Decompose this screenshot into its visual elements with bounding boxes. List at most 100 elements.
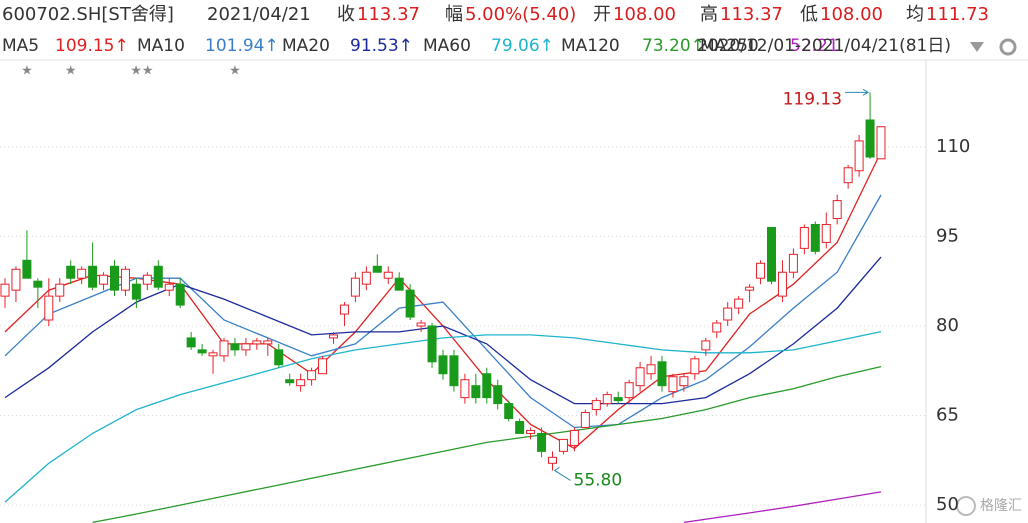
candle-body xyxy=(537,432,547,452)
candle-body xyxy=(55,283,65,297)
candle-body xyxy=(164,283,174,291)
candle-body xyxy=(482,373,492,399)
candle-body xyxy=(832,200,842,220)
candle-body xyxy=(416,322,426,327)
candle-body xyxy=(810,223,820,252)
y-tick-label: 95 xyxy=(936,225,959,246)
candle-body xyxy=(383,271,393,279)
candle-body xyxy=(635,367,645,387)
candle-body xyxy=(449,355,459,387)
y-tick-label: 65 xyxy=(936,405,959,426)
candle-body xyxy=(241,343,251,351)
field-value: 108.00 xyxy=(820,4,883,25)
field-label: 高 xyxy=(700,4,718,25)
legend-name: MA5 xyxy=(2,36,39,56)
field-value: 113.37 xyxy=(720,4,783,25)
legend-name: MA10 xyxy=(137,36,185,56)
annotation-label: 119.13 xyxy=(783,89,842,109)
candle-body xyxy=(854,140,864,172)
candle-body xyxy=(777,271,787,297)
date-range: 2020/12/01-2021/04/21(81日) xyxy=(697,36,951,56)
annotation-label: 55.80 xyxy=(574,470,623,490)
candle-body xyxy=(186,337,196,348)
candle-body xyxy=(767,226,776,282)
candle-body xyxy=(690,358,700,375)
ma-line xyxy=(683,491,882,523)
candle-body xyxy=(799,226,809,249)
candle-body xyxy=(504,403,514,420)
candle-body xyxy=(624,382,634,399)
watermark: 格隆汇 xyxy=(980,498,1022,514)
candle-body xyxy=(219,340,229,357)
candle-body xyxy=(613,397,623,402)
legend-value: 101.94↑ xyxy=(205,36,279,56)
candle-body xyxy=(405,289,415,318)
candle-body xyxy=(821,223,831,243)
field-label: 收 xyxy=(337,4,355,25)
candle-body xyxy=(329,334,338,339)
candle-body xyxy=(734,298,744,309)
candle-body xyxy=(175,283,185,306)
legend-value: 109.15↑ xyxy=(55,36,129,56)
candle-body xyxy=(131,283,141,300)
candle-body xyxy=(296,379,306,387)
candle-body xyxy=(197,349,207,354)
candle-body xyxy=(591,400,601,411)
candle-body xyxy=(307,370,317,381)
symbol: 600702.SH[ST舍得] xyxy=(2,4,174,25)
candle-body xyxy=(558,438,568,452)
y-tick-label: 110 xyxy=(936,136,970,157)
candle-body xyxy=(66,265,76,279)
candle-body xyxy=(361,271,371,285)
ma-line xyxy=(4,256,882,405)
star: ★ xyxy=(21,64,33,79)
candle-body xyxy=(274,349,284,366)
candle-body xyxy=(88,265,98,288)
candle-body xyxy=(153,265,163,288)
dropdown-icon[interactable] xyxy=(970,42,984,52)
ma-line xyxy=(92,365,882,523)
candle-body xyxy=(350,277,360,297)
field-label: 均 xyxy=(906,4,924,25)
candle-body xyxy=(788,253,798,273)
candle-body xyxy=(427,325,437,363)
candle-body xyxy=(394,277,404,291)
legend-name: MA60 xyxy=(423,36,471,56)
legend-name: MA120 xyxy=(561,36,620,56)
y-tick-label: 80 xyxy=(936,315,959,336)
field-value: 5.00%(5.40) xyxy=(465,4,576,25)
legend-value: 91.53↑ xyxy=(350,36,413,56)
y-tick-label: 50 xyxy=(936,494,959,515)
legend-value: 79.06↑ xyxy=(491,36,554,56)
candle-body xyxy=(471,385,481,399)
candle-body xyxy=(515,421,525,434)
candle-body xyxy=(668,376,678,393)
candle-body xyxy=(120,268,130,291)
candle-body xyxy=(208,352,218,357)
legend-name: MA250 xyxy=(700,36,759,56)
candle-body xyxy=(263,340,273,345)
annotation-arrow xyxy=(845,88,870,96)
candle-body xyxy=(580,412,590,428)
ma-line xyxy=(4,330,882,503)
field-label: 开 xyxy=(593,4,611,25)
candle-body xyxy=(438,355,448,375)
watermark-logo xyxy=(956,496,976,516)
annotation-arrow xyxy=(553,467,571,481)
candle-body xyxy=(11,268,21,291)
candle-body xyxy=(745,286,755,291)
candle-body xyxy=(318,358,328,375)
candle-body xyxy=(712,322,722,333)
star: ★ xyxy=(65,64,77,79)
settings-icon[interactable] xyxy=(999,38,1017,56)
candle-body xyxy=(723,307,733,321)
date: 2021/04/21 xyxy=(207,4,311,25)
candle-body xyxy=(701,340,711,351)
candle-body xyxy=(230,343,240,351)
field-value: 113.37 xyxy=(357,4,420,25)
candle-body xyxy=(460,379,470,399)
candle-body xyxy=(33,280,43,288)
candle-body xyxy=(548,456,557,464)
